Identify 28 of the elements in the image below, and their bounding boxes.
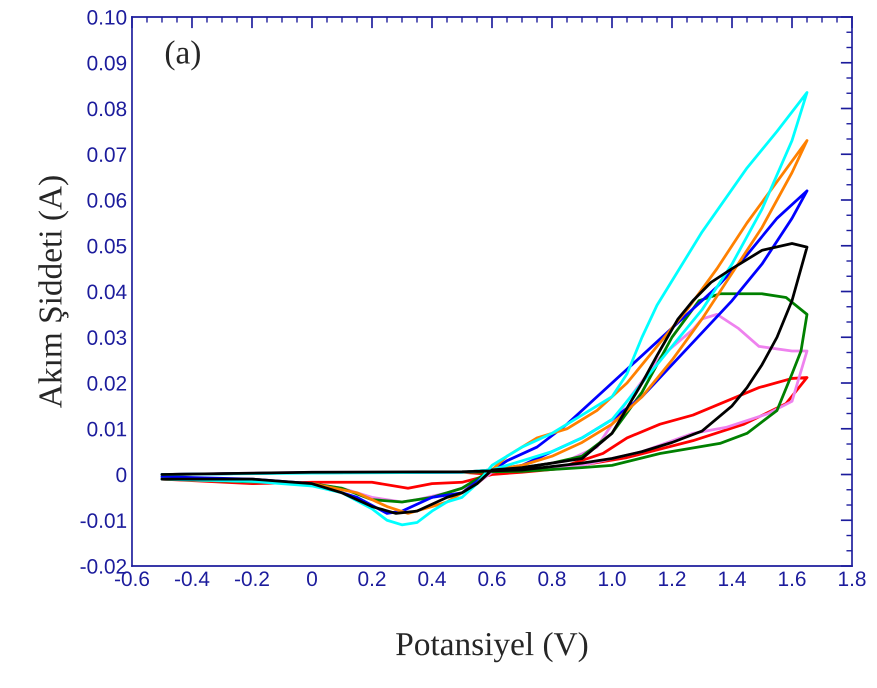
x-tick-label: 0.8 bbox=[538, 571, 566, 586]
x-tick-label: -0.2 bbox=[234, 571, 269, 586]
y-tick-label: 0.08 bbox=[87, 102, 126, 116]
y-tick-label: 0.02 bbox=[87, 376, 126, 391]
y-tick-label: 0.01 bbox=[87, 422, 126, 437]
y-axis-title: Akım Şiddeti (A) bbox=[38, 176, 69, 408]
x-tick-label: 0.2 bbox=[358, 571, 386, 586]
x-tick-label: 0.6 bbox=[478, 571, 506, 586]
x-tick-label: 0 bbox=[307, 571, 317, 586]
x-tick-label: 1.4 bbox=[719, 572, 746, 586]
y-tick-label: 0.05 bbox=[87, 238, 126, 254]
x-tick-label: 0.4 bbox=[418, 571, 446, 586]
y-tick-label: -0.01 bbox=[80, 513, 126, 528]
y-tick-label: 0.10 bbox=[87, 10, 126, 25]
annotation: (a) bbox=[166, 40, 200, 71]
y-tick-label: 0.07 bbox=[87, 147, 126, 162]
y-tick-label: 0.04 bbox=[87, 284, 127, 300]
x-axis-title: Potansiyel (V) bbox=[396, 632, 588, 662]
y-tick-label: 0.06 bbox=[87, 193, 126, 208]
y-tick-label: 0.09 bbox=[87, 56, 126, 70]
x-tick-label: 1.8 bbox=[839, 571, 866, 586]
y-tick-label: 0 bbox=[116, 468, 126, 482]
x-tick-label: -0.4 bbox=[174, 571, 210, 586]
x-tick-label: 1.6 bbox=[779, 571, 806, 586]
x-tick-label: 1.2 bbox=[659, 571, 686, 586]
y-tick-label: 0.03 bbox=[87, 330, 126, 346]
x-tick-label: 1.0 bbox=[599, 571, 626, 586]
line-series bbox=[160, 242, 808, 515]
